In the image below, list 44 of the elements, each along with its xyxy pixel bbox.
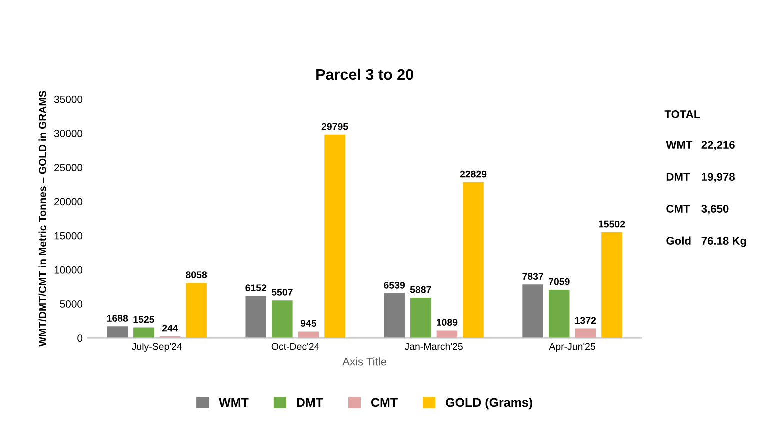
data-label: 1089	[437, 319, 458, 326]
legend-label: GOLD (Grams)	[446, 398, 532, 410]
y-axis-title: WMT/DMT/CMT in Metric Tonnes – GOLD in GRAMS	[38, 91, 47, 347]
y-tick-label: 25000	[54, 164, 83, 172]
data-label: 15502	[599, 220, 626, 228]
data-label: 1372	[575, 317, 596, 324]
x-tick-label: Oct-Dec'24	[272, 343, 320, 350]
text: TOTAL	[664, 110, 700, 118]
text: 22,216	[702, 141, 735, 151]
y-tick-label: 35000	[54, 96, 83, 104]
legend-label: DMT	[297, 398, 324, 408]
data-label: 1688	[107, 315, 128, 322]
x-tick-label: July-Sep'24	[132, 342, 182, 352]
text: 19,978	[702, 173, 735, 183]
x-tick-label: Jan-March'25	[404, 342, 463, 350]
data-label: 945	[300, 320, 317, 327]
text: 76.18 Kg	[702, 237, 746, 248]
data-label: 22829	[460, 170, 487, 178]
y-tick-label: 0	[78, 334, 83, 342]
data-label: 8058	[186, 272, 208, 278]
legend-label: CMT	[371, 398, 398, 408]
data-label: 7059	[548, 278, 570, 286]
data-label: 5887	[410, 286, 432, 294]
text: DMT	[666, 173, 690, 181]
y-tick-label: 10000	[54, 266, 83, 274]
data-label: 29795	[322, 123, 348, 130]
data-label: 244	[162, 324, 178, 332]
data-label: 6152	[246, 284, 267, 292]
y-tick-label: 20000	[54, 198, 83, 206]
text: CMT	[666, 205, 690, 213]
chart-title: Parcel 3 to 20	[316, 68, 414, 80]
text: 3,650	[702, 205, 729, 215]
x-tick-label: Apr-Jun'25	[549, 343, 596, 352]
data-label: 1525	[134, 316, 154, 324]
data-label: 5507	[272, 288, 293, 296]
text: WMT	[666, 141, 693, 149]
y-tick-label: 30000	[54, 130, 83, 138]
data-label: 6539	[384, 282, 406, 289]
text: Gold	[666, 236, 691, 245]
y-tick-label: 15000	[54, 232, 83, 240]
y-tick-label: 5000	[60, 300, 83, 308]
x-axis-title: Axis Title	[342, 358, 387, 366]
data-label: 7837	[522, 273, 544, 280]
legend-label: WMT	[219, 398, 249, 408]
